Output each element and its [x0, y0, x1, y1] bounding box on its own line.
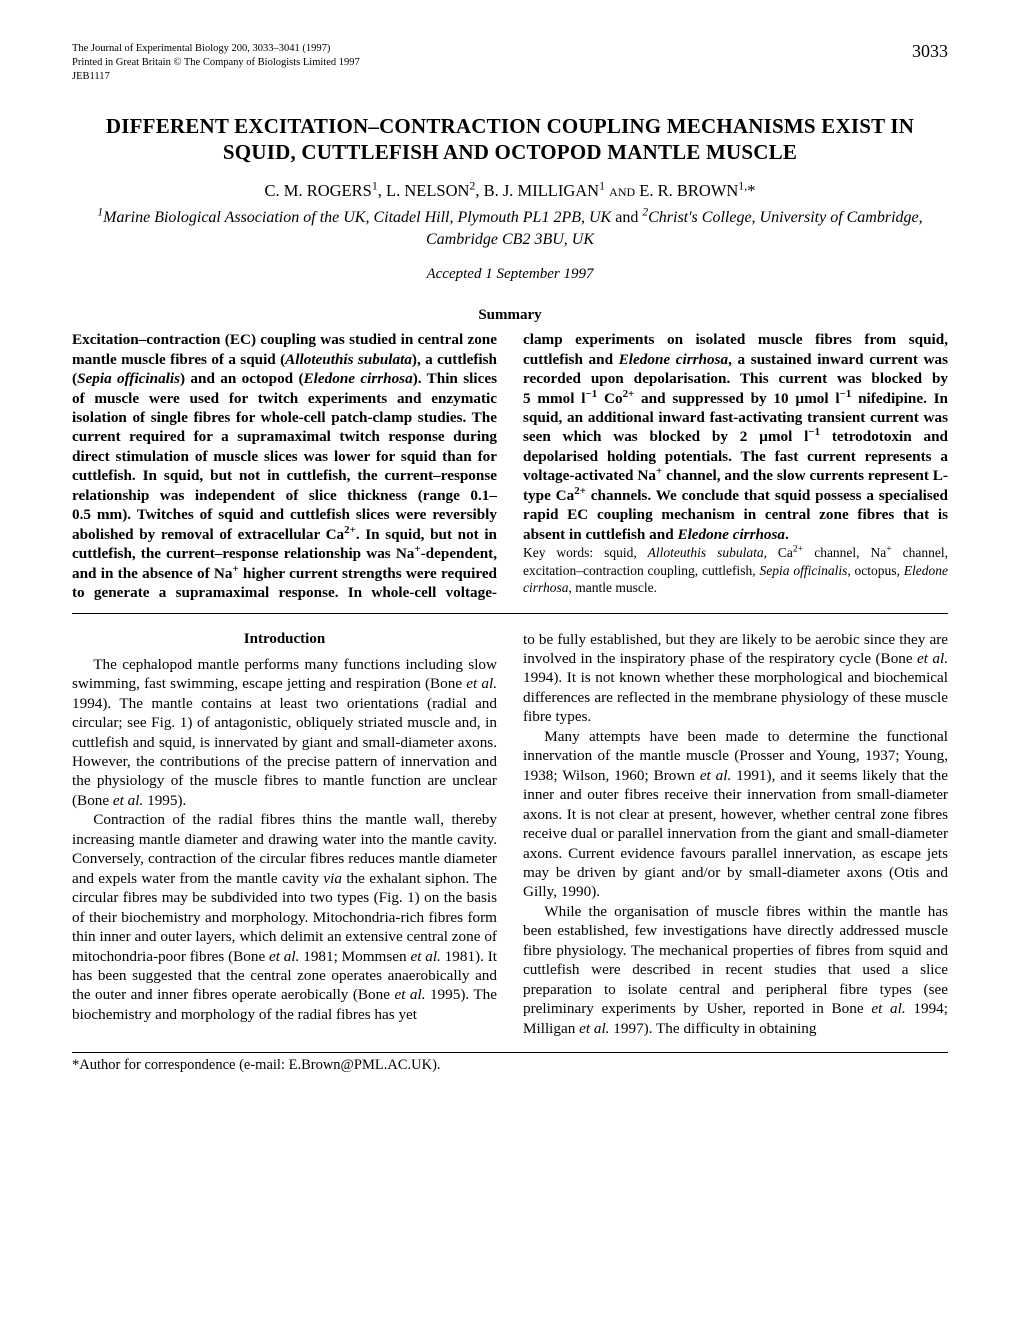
summary-columns: Excitation–contraction (EC) coupling was… — [72, 330, 948, 602]
authors: C. M. ROGERS1, L. NELSON2, B. J. MILLIGA… — [72, 181, 948, 201]
intro-paragraph-4: Many attempts have been made to determin… — [523, 727, 948, 902]
running-header: The Journal of Experimental Biology 200,… — [72, 42, 948, 85]
keywords: Key words: squid, Alloteuthis subulata, … — [523, 544, 948, 597]
intro-paragraph-2: Contraction of the radial fibres thins t… — [72, 810, 497, 1024]
page-root: The Journal of Experimental Biology 200,… — [0, 0, 1020, 1328]
title-line-2: SQUID, CUTTLEFISH AND OCTOPOD MANTLE MUS… — [223, 140, 797, 164]
correspondence-footnote: *Author for correspondence (e-mail: E.Br… — [72, 1057, 948, 1074]
footnote-rule — [72, 1052, 948, 1053]
intro-paragraph-3: to be fully established, but they are li… — [523, 630, 948, 727]
journal-line-2: Printed in Great Britain © The Company o… — [72, 56, 360, 70]
intro-paragraph-5: While the organisation of muscle fibres … — [523, 902, 948, 1038]
divider-rule-1 — [72, 613, 948, 614]
introduction-label: Introduction — [72, 630, 497, 649]
summary-label: Summary — [72, 307, 948, 324]
intro-paragraph-1: The cephalopod mantle performs many func… — [72, 655, 497, 811]
journal-line-1: The Journal of Experimental Biology 200,… — [72, 42, 360, 56]
title-line-1: DIFFERENT EXCITATION–CONTRACTION COUPLIN… — [106, 114, 914, 138]
journal-line-3: JEB1117 — [72, 70, 360, 84]
accepted-date: Accepted 1 September 1997 — [72, 266, 948, 283]
intro-columns: Introduction The cephalopod mantle perfo… — [72, 630, 948, 1039]
article-title: DIFFERENT EXCITATION–CONTRACTION COUPLIN… — [72, 113, 948, 166]
affiliations: 1Marine Biological Association of the UK… — [72, 207, 948, 250]
journal-info: The Journal of Experimental Biology 200,… — [72, 42, 360, 85]
page-number: 3033 — [912, 42, 948, 60]
